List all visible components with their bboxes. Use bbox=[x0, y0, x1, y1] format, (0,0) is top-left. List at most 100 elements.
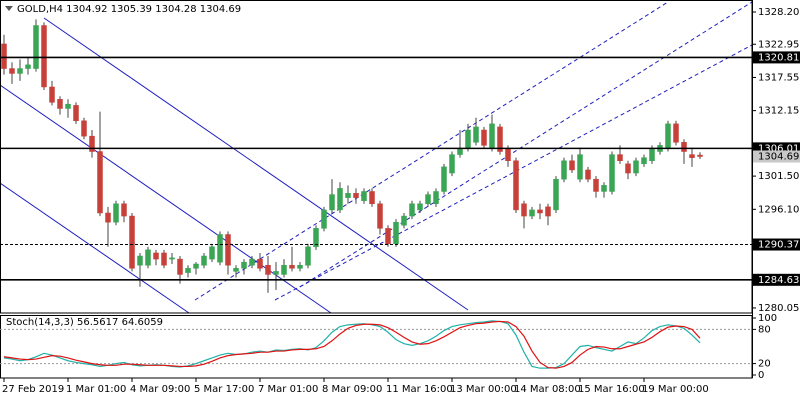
y-tick-label: 1301.50 bbox=[758, 171, 799, 182]
last-price-label: 1304.69 bbox=[758, 152, 799, 163]
candle-body bbox=[121, 203, 127, 217]
candle-body bbox=[329, 194, 335, 211]
candle-body bbox=[169, 257, 175, 260]
candle-body bbox=[193, 263, 199, 269]
candle-body bbox=[665, 123, 671, 149]
candle-body bbox=[529, 209, 535, 217]
candle-body bbox=[17, 68, 23, 74]
candle-body bbox=[513, 160, 519, 211]
header-icon bbox=[5, 6, 13, 11]
candle-body bbox=[241, 261, 247, 269]
candle-body bbox=[41, 25, 47, 88]
candle-body bbox=[65, 103, 71, 109]
level-label-box bbox=[752, 51, 800, 64]
level-label: 1284.63 bbox=[758, 275, 799, 286]
x-tick-label: 7 Mar 01:00 bbox=[258, 384, 318, 395]
y-tick-label: 1328.20 bbox=[758, 7, 799, 18]
candle-body bbox=[409, 203, 415, 217]
candle-body bbox=[585, 169, 591, 180]
stoch-line bbox=[3, 320, 701, 369]
candle-body bbox=[25, 64, 31, 69]
candle-body bbox=[609, 154, 615, 192]
header-value: 1304.92 bbox=[66, 4, 107, 15]
candle-body bbox=[273, 271, 279, 275]
channel-line bbox=[194, 1, 669, 301]
x-tick-label: 1 Mar 01:00 bbox=[66, 384, 126, 395]
candle-body bbox=[473, 126, 479, 143]
x-tick-label: 27 Feb 2019 bbox=[2, 384, 64, 395]
y-tick-label: 0 bbox=[758, 370, 764, 381]
y-tick-label: 1322.95 bbox=[758, 39, 799, 50]
candle-body bbox=[185, 268, 191, 273]
x-tick-label: 5 Mar 17:00 bbox=[194, 384, 254, 395]
stoch-header: Stoch(14,3,3) 56.5617 64.6059 bbox=[6, 317, 163, 328]
candle-body bbox=[81, 120, 87, 137]
candle-body bbox=[209, 246, 215, 260]
candle-body bbox=[417, 203, 423, 211]
candle-body bbox=[497, 126, 503, 152]
candle-body bbox=[337, 188, 343, 211]
candle-body bbox=[545, 206, 551, 217]
candle-body bbox=[361, 191, 367, 201]
y-tick-label: 80 bbox=[758, 324, 771, 335]
candle-body bbox=[249, 258, 255, 266]
candle-body bbox=[153, 252, 159, 260]
candle-body bbox=[297, 264, 303, 269]
level-label-box bbox=[752, 273, 800, 286]
candle-body bbox=[465, 129, 471, 149]
candle-body bbox=[73, 105, 79, 122]
candle-body bbox=[233, 268, 239, 272]
candle-body bbox=[201, 255, 207, 266]
last-price-box bbox=[752, 150, 800, 163]
candle-body bbox=[129, 215, 135, 269]
level-label-box bbox=[752, 238, 800, 251]
candle-body bbox=[577, 154, 583, 180]
candle-body bbox=[449, 154, 455, 174]
x-tick-label: 13 Mar 00:00 bbox=[450, 384, 517, 395]
x-tick-label: 8 Mar 09:00 bbox=[322, 384, 382, 395]
stoch-line bbox=[3, 320, 701, 369]
x-tick-label: 11 Mar 16:00 bbox=[386, 384, 453, 395]
candle-body bbox=[217, 234, 223, 263]
x-tick-label: 15 Mar 16:00 bbox=[578, 384, 645, 395]
channel-line bbox=[274, 44, 753, 301]
y-tick-label: 1296.10 bbox=[758, 204, 799, 215]
candle-body bbox=[401, 215, 407, 226]
y-tick-label: 1280.05 bbox=[758, 303, 799, 314]
candle-body bbox=[537, 209, 543, 214]
candle-body bbox=[9, 68, 15, 74]
level-label: 1290.37 bbox=[758, 240, 799, 251]
candle-body bbox=[521, 203, 527, 217]
candle-body bbox=[553, 178, 559, 211]
candle-body bbox=[177, 258, 183, 275]
candle-body bbox=[289, 264, 295, 269]
candle-body bbox=[569, 160, 575, 171]
candle-body bbox=[641, 157, 647, 165]
candle-body bbox=[33, 25, 39, 69]
candle-body bbox=[161, 252, 167, 266]
candle-body bbox=[457, 148, 463, 155]
candle-body bbox=[489, 123, 495, 149]
candle-body bbox=[697, 154, 703, 157]
candle-body bbox=[145, 249, 151, 266]
channel-line bbox=[0, 182, 190, 314]
candle-body bbox=[305, 246, 311, 266]
y-tick-label: 1317.55 bbox=[758, 72, 799, 83]
candle-body bbox=[649, 148, 655, 161]
candle-body bbox=[425, 194, 431, 205]
chart-header: GOLD,H4 1304.92 1305.39 1304.28 1304.69 bbox=[17, 4, 241, 15]
candle-body bbox=[369, 191, 375, 205]
candle-body bbox=[505, 148, 511, 161]
x-tick-label: 14 Mar 08:00 bbox=[514, 384, 581, 395]
candle-body bbox=[57, 99, 63, 109]
x-tick-label: 19 Mar 00:00 bbox=[642, 384, 709, 395]
candle-body bbox=[681, 142, 687, 152]
header-value: 64.6059 bbox=[122, 317, 163, 328]
y-tick-label: 20 bbox=[758, 359, 771, 370]
x-tick-label: 4 Mar 09:00 bbox=[130, 384, 190, 395]
candle-body bbox=[1, 43, 7, 69]
header-value: 1305.39 bbox=[111, 4, 152, 15]
y-tick-label: 100 bbox=[758, 313, 777, 324]
